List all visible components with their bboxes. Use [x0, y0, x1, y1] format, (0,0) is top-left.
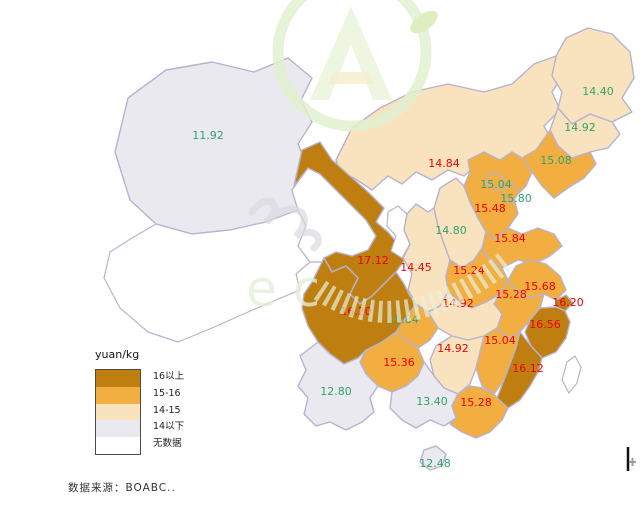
legend-color-box	[95, 369, 141, 455]
value-label-beijing: 15.04	[480, 178, 512, 191]
province-beijing	[486, 170, 505, 191]
value-label-sichuan: 16.20	[340, 305, 372, 318]
value-label-hebei: 15.48	[474, 202, 506, 215]
legend: yuan/kg 16以上 15-16 14-15 14以下 无数据	[95, 348, 184, 455]
legend-label-below14: 14以下	[153, 421, 185, 433]
value-label-tianjin: 15.80	[500, 192, 532, 205]
value-label-anhui: 15.28	[495, 288, 527, 301]
value-label-hubei: 14.92	[442, 297, 474, 310]
legend-band-14-15	[96, 403, 140, 421]
value-label-chongqing: 15.84	[387, 313, 419, 326]
value-label-fujian: 16.12	[512, 362, 544, 375]
province-fujian	[496, 331, 543, 409]
legend-label-15-16: 15-16	[153, 387, 181, 399]
value-label-zhejiang: 16.56	[529, 318, 561, 331]
province-heilongjiang	[551, 27, 635, 125]
value-label-guangxi: 13.40	[416, 395, 448, 408]
legend-band-nodata	[96, 437, 140, 454]
value-label-inner-mongolia: 14.84	[428, 157, 460, 170]
source-note: 数据来源：BOABC..	[68, 482, 176, 494]
legend-title: yuan/kg	[95, 348, 140, 361]
value-label-jiangsu: 15.68	[524, 280, 556, 293]
legend-labels: 16以上 15-16 14-15 14以下 无数据	[153, 369, 184, 453]
value-label-gansu: 17.12	[357, 254, 389, 267]
legend-band-above16	[96, 370, 140, 387]
province-guangdong	[449, 385, 509, 439]
province-hunan	[429, 335, 485, 395]
value-label-shandong: 15.84	[494, 232, 526, 245]
value-label-liaoning: 15.08	[540, 154, 572, 167]
province-shanghai	[555, 294, 574, 312]
value-label-hunan: 14.92	[437, 342, 469, 355]
value-label-yunnan: 12.80	[320, 385, 352, 398]
province-xinjiang	[114, 57, 313, 235]
legend-label-nodata: 无数据	[153, 438, 182, 450]
value-label-shanghai: 16.20	[552, 296, 584, 309]
legend-band-15-16	[96, 386, 140, 404]
value-label-guangdong: 15.28	[460, 396, 492, 409]
value-label-jilin: 14.92	[564, 121, 596, 134]
value-label-xinjiang: 11.92	[192, 129, 224, 142]
legend-band-below14	[96, 420, 140, 438]
province-zhejiang	[524, 306, 571, 359]
value-label-hainan: 12.48	[419, 457, 451, 470]
value-label-jiangxi: 15.04	[484, 334, 516, 347]
value-label-guizhou: 15.36	[383, 356, 415, 369]
legend-label-14-15: 14-15	[153, 404, 181, 416]
cursor-plus	[629, 458, 636, 466]
province-yunnan	[297, 341, 379, 431]
value-label-heilongjiang: 14.40	[582, 85, 614, 98]
province-hainan	[419, 445, 447, 471]
legend-label-above16: 16以上	[153, 371, 185, 382]
value-label-henan: 15.24	[453, 264, 485, 277]
value-label-shaanxi: 14.45	[400, 261, 432, 274]
province-tianjin	[503, 182, 520, 204]
province-taiwan	[561, 355, 582, 394]
value-label-shanxi: 14.80	[435, 224, 467, 237]
text-cursor-mark	[626, 447, 636, 471]
province-hebei	[463, 151, 533, 241]
